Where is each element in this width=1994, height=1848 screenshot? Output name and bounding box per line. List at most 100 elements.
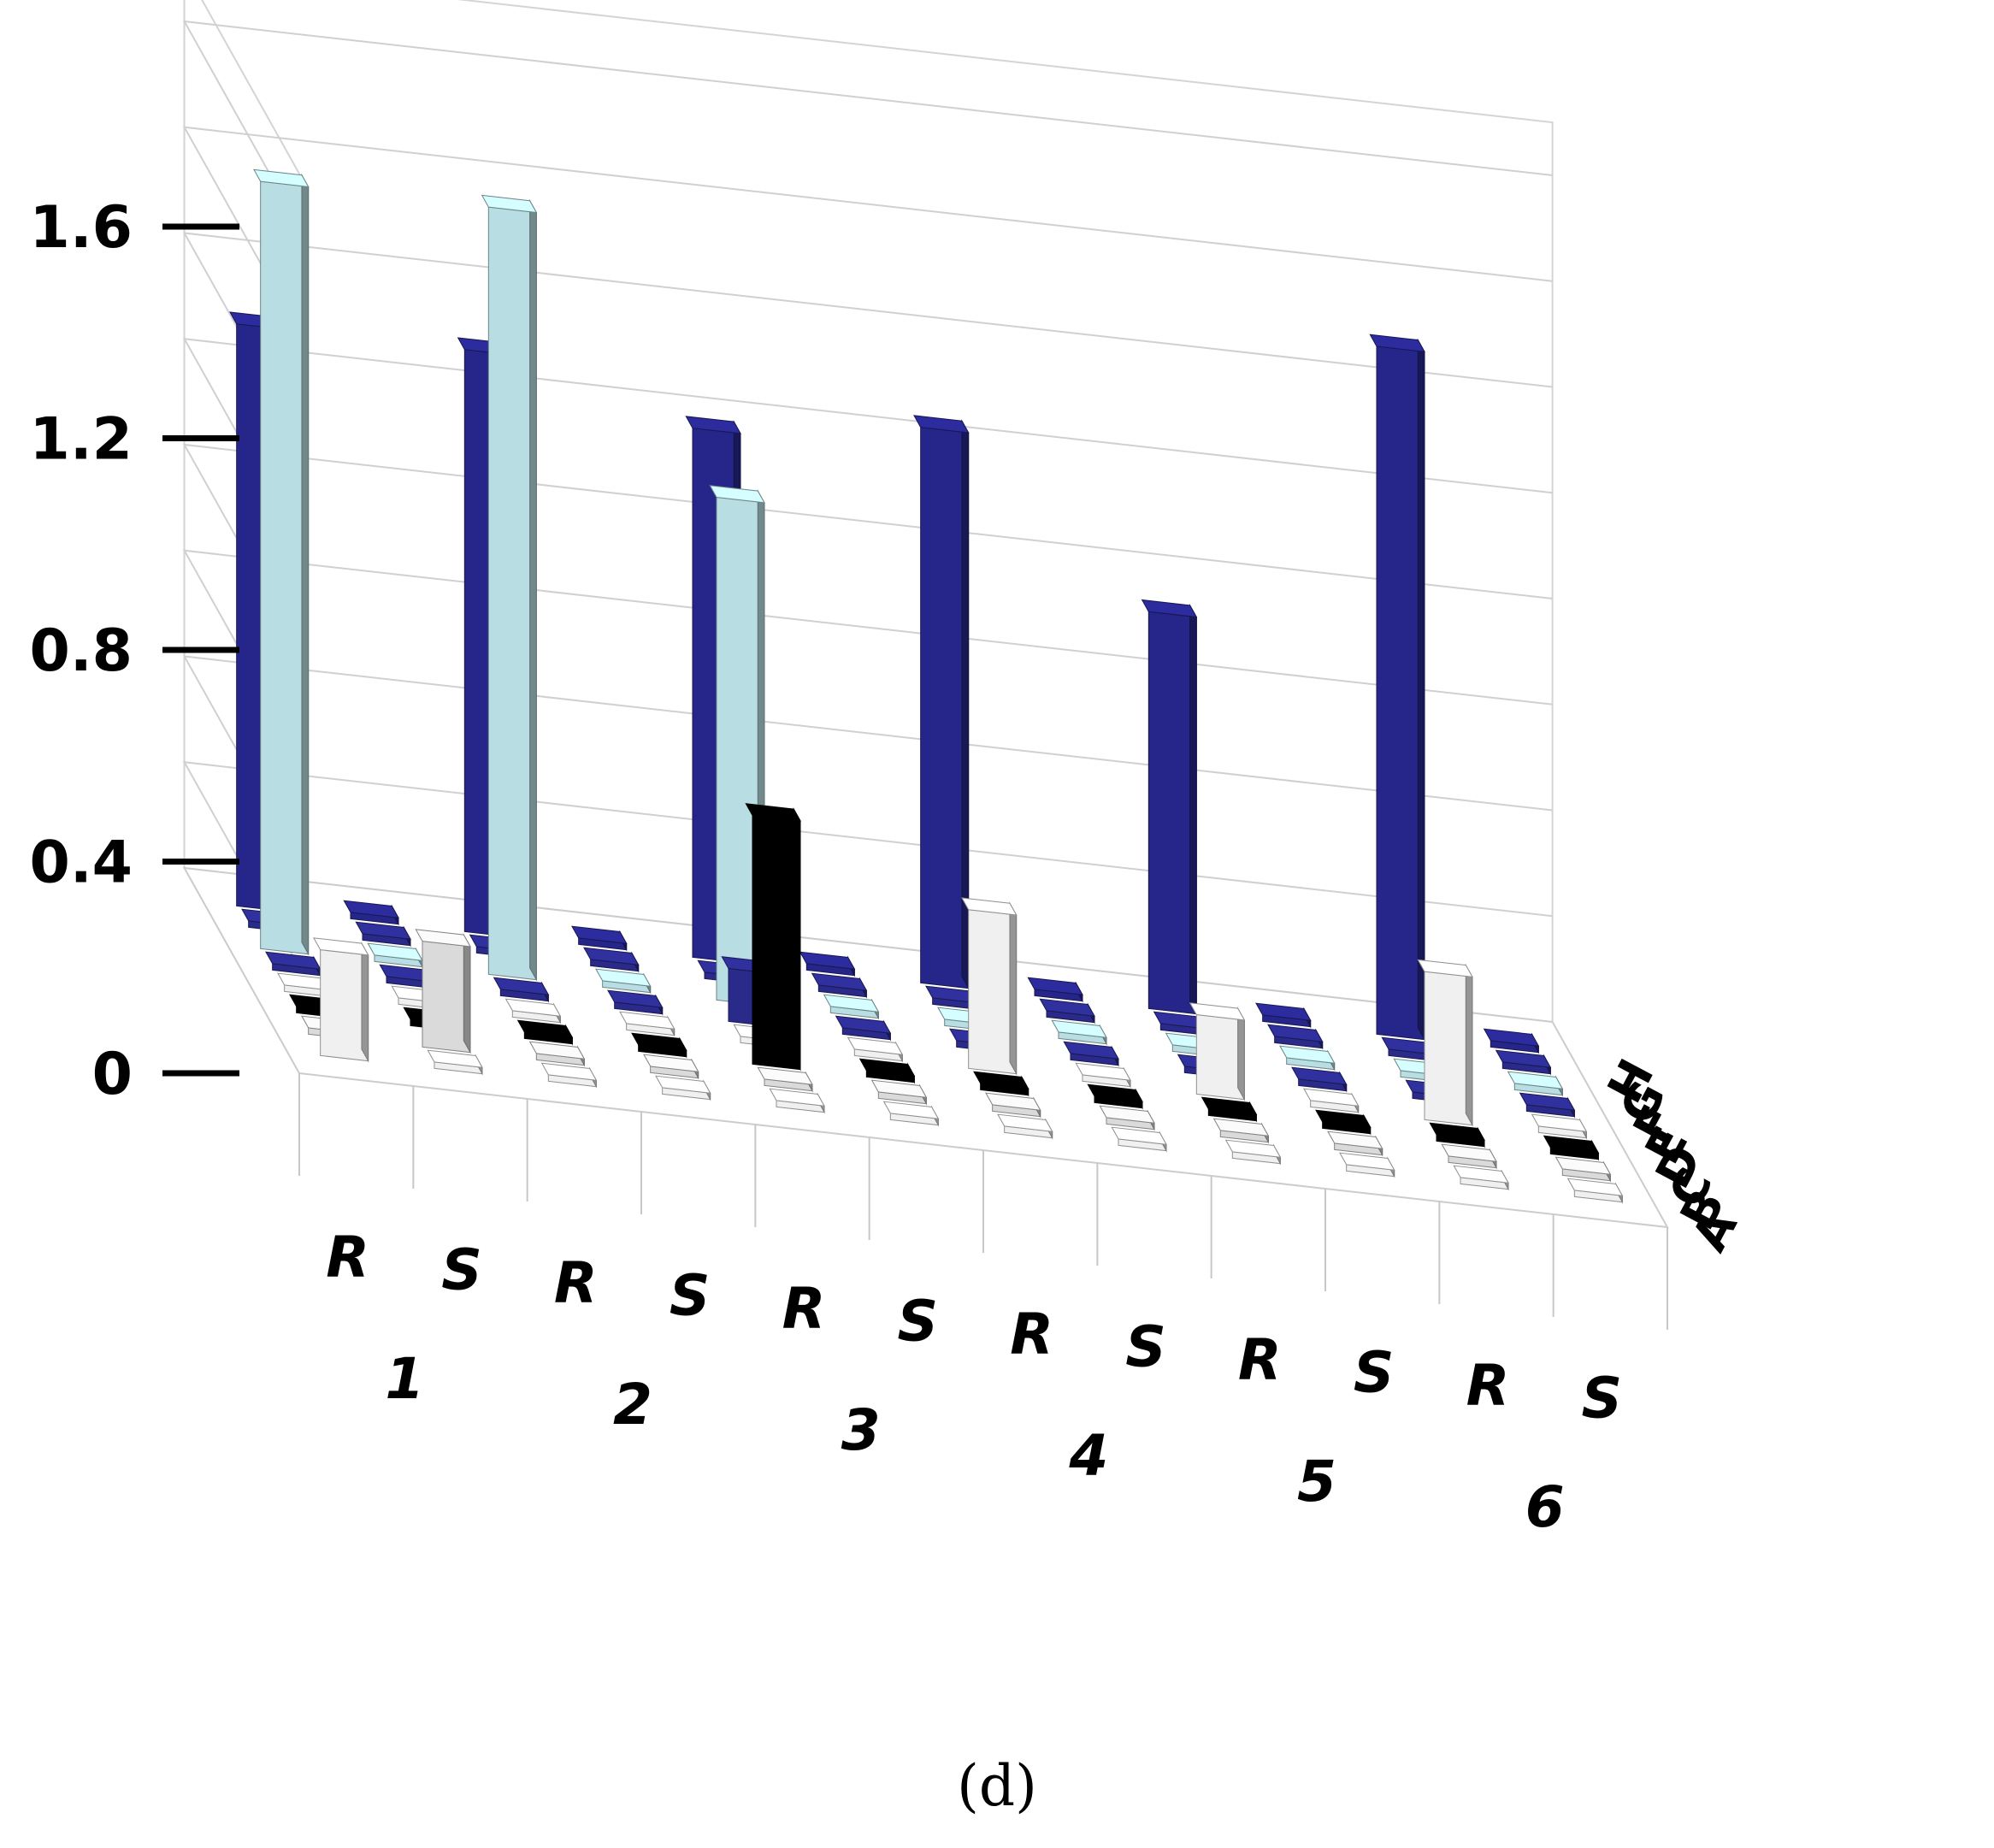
back-wall bbox=[183, 0, 1554, 1024]
bar-top bbox=[313, 937, 369, 956]
chart-bars bbox=[229, 168, 1624, 1204]
bar-top bbox=[607, 989, 664, 1008]
bar-front bbox=[260, 180, 310, 955]
bar-C-5 bbox=[745, 803, 801, 1072]
group-label: 2 bbox=[613, 1372, 652, 1438]
bar-top bbox=[882, 1101, 940, 1119]
bar-E-3 bbox=[493, 977, 550, 1003]
bar-top bbox=[709, 485, 765, 504]
bar-top bbox=[1189, 1002, 1246, 1021]
bar-B-10 bbox=[1327, 1131, 1383, 1157]
category-label: S bbox=[898, 1289, 939, 1355]
bar-top bbox=[571, 925, 628, 944]
bar-front bbox=[1147, 611, 1197, 1015]
bar-top bbox=[1255, 1002, 1312, 1021]
bar-top bbox=[1099, 1105, 1155, 1124]
bar-B-9 bbox=[1212, 1118, 1270, 1144]
bar-B-3 bbox=[528, 1041, 586, 1067]
bar-G-8 bbox=[1039, 998, 1095, 1024]
bar-C-6 bbox=[858, 1058, 916, 1084]
bar-F-12 bbox=[1507, 1071, 1564, 1097]
bar-top bbox=[835, 1015, 892, 1034]
bar-G-4 bbox=[583, 947, 640, 973]
bar-top bbox=[1063, 1041, 1119, 1060]
bar-top bbox=[1566, 1178, 1624, 1196]
bar-G-6 bbox=[811, 972, 868, 999]
bar-top bbox=[769, 1088, 825, 1107]
bar-A-8 bbox=[1111, 1126, 1167, 1153]
bar-H-6 bbox=[799, 951, 856, 977]
bar-top bbox=[997, 1113, 1053, 1132]
bar-side bbox=[463, 933, 471, 1054]
bar-front bbox=[320, 949, 369, 1062]
bar-top bbox=[1212, 1118, 1270, 1137]
category-label: S bbox=[1354, 1340, 1395, 1406]
bar-B-8 bbox=[1099, 1105, 1155, 1131]
bar-E-8 bbox=[1063, 1041, 1119, 1067]
bar-top bbox=[685, 416, 741, 434]
bar-H-4 bbox=[571, 925, 628, 952]
bar-top bbox=[985, 1092, 1041, 1111]
bar-top bbox=[265, 951, 322, 970]
bar-top bbox=[481, 194, 538, 214]
category-label: R bbox=[554, 1250, 598, 1316]
bar-H-8 bbox=[1027, 977, 1083, 1003]
bar-top bbox=[799, 951, 856, 970]
y-tick-label: 0 bbox=[92, 1041, 133, 1108]
category-label: S bbox=[670, 1263, 711, 1329]
bar-top bbox=[823, 994, 880, 1013]
bar-F-3 bbox=[481, 194, 538, 982]
bar-top bbox=[858, 1058, 916, 1077]
bar-top bbox=[427, 1049, 483, 1068]
bar-top bbox=[1531, 1113, 1588, 1132]
bar-F-4 bbox=[595, 968, 652, 995]
bar-F-8 bbox=[1051, 1019, 1107, 1046]
bar-D-9 bbox=[1189, 1002, 1246, 1101]
bar-top bbox=[847, 1036, 904, 1055]
bar-top bbox=[343, 900, 399, 918]
bar-A-4 bbox=[655, 1075, 711, 1101]
bar-top bbox=[1291, 1066, 1348, 1085]
bar-C-9 bbox=[1201, 1096, 1258, 1123]
bar-B-5 bbox=[757, 1066, 813, 1093]
bar-D-10 bbox=[1303, 1088, 1360, 1114]
bar-front bbox=[422, 941, 471, 1054]
bar-D-3 bbox=[504, 998, 562, 1024]
category-label: R bbox=[1238, 1327, 1282, 1393]
bar-top bbox=[1339, 1152, 1395, 1171]
bar-F-2 bbox=[367, 942, 423, 969]
bar-front bbox=[1195, 1013, 1245, 1101]
bar-top bbox=[1315, 1109, 1372, 1128]
category-label: S bbox=[441, 1237, 482, 1303]
bar-top bbox=[528, 1041, 586, 1060]
bar-top bbox=[1453, 1165, 1509, 1184]
bar-E-4 bbox=[607, 989, 664, 1016]
group-label: 4 bbox=[1068, 1423, 1108, 1489]
bar-D-7 bbox=[961, 897, 1018, 1076]
gridline bbox=[182, 20, 1553, 227]
bar-top bbox=[1051, 1019, 1107, 1038]
category-label: R bbox=[326, 1225, 369, 1290]
bar-side bbox=[1009, 901, 1018, 1076]
bar-top bbox=[1303, 1088, 1360, 1107]
bar-top bbox=[1543, 1135, 1600, 1154]
bar-front bbox=[1424, 971, 1473, 1126]
bar-D-11 bbox=[1417, 959, 1473, 1127]
bar-G-10 bbox=[1267, 1024, 1324, 1050]
category-label: S bbox=[1125, 1314, 1166, 1380]
bar-side bbox=[1417, 338, 1425, 1042]
bar-top bbox=[757, 1066, 813, 1085]
bar-G-2 bbox=[355, 921, 411, 948]
bar-A-2 bbox=[427, 1049, 483, 1076]
bar-top bbox=[1141, 599, 1198, 618]
bar-C-7 bbox=[973, 1071, 1029, 1097]
category-label: R bbox=[1466, 1353, 1510, 1419]
bar-H-9 bbox=[1141, 599, 1198, 1016]
bar-A-12 bbox=[1566, 1178, 1624, 1204]
bar-top bbox=[583, 947, 640, 965]
bar-top bbox=[493, 977, 550, 995]
bar-H-7 bbox=[913, 415, 970, 990]
bar-top bbox=[540, 1062, 598, 1081]
group-label: 5 bbox=[1297, 1449, 1336, 1514]
bar-A-1 bbox=[313, 937, 369, 1063]
